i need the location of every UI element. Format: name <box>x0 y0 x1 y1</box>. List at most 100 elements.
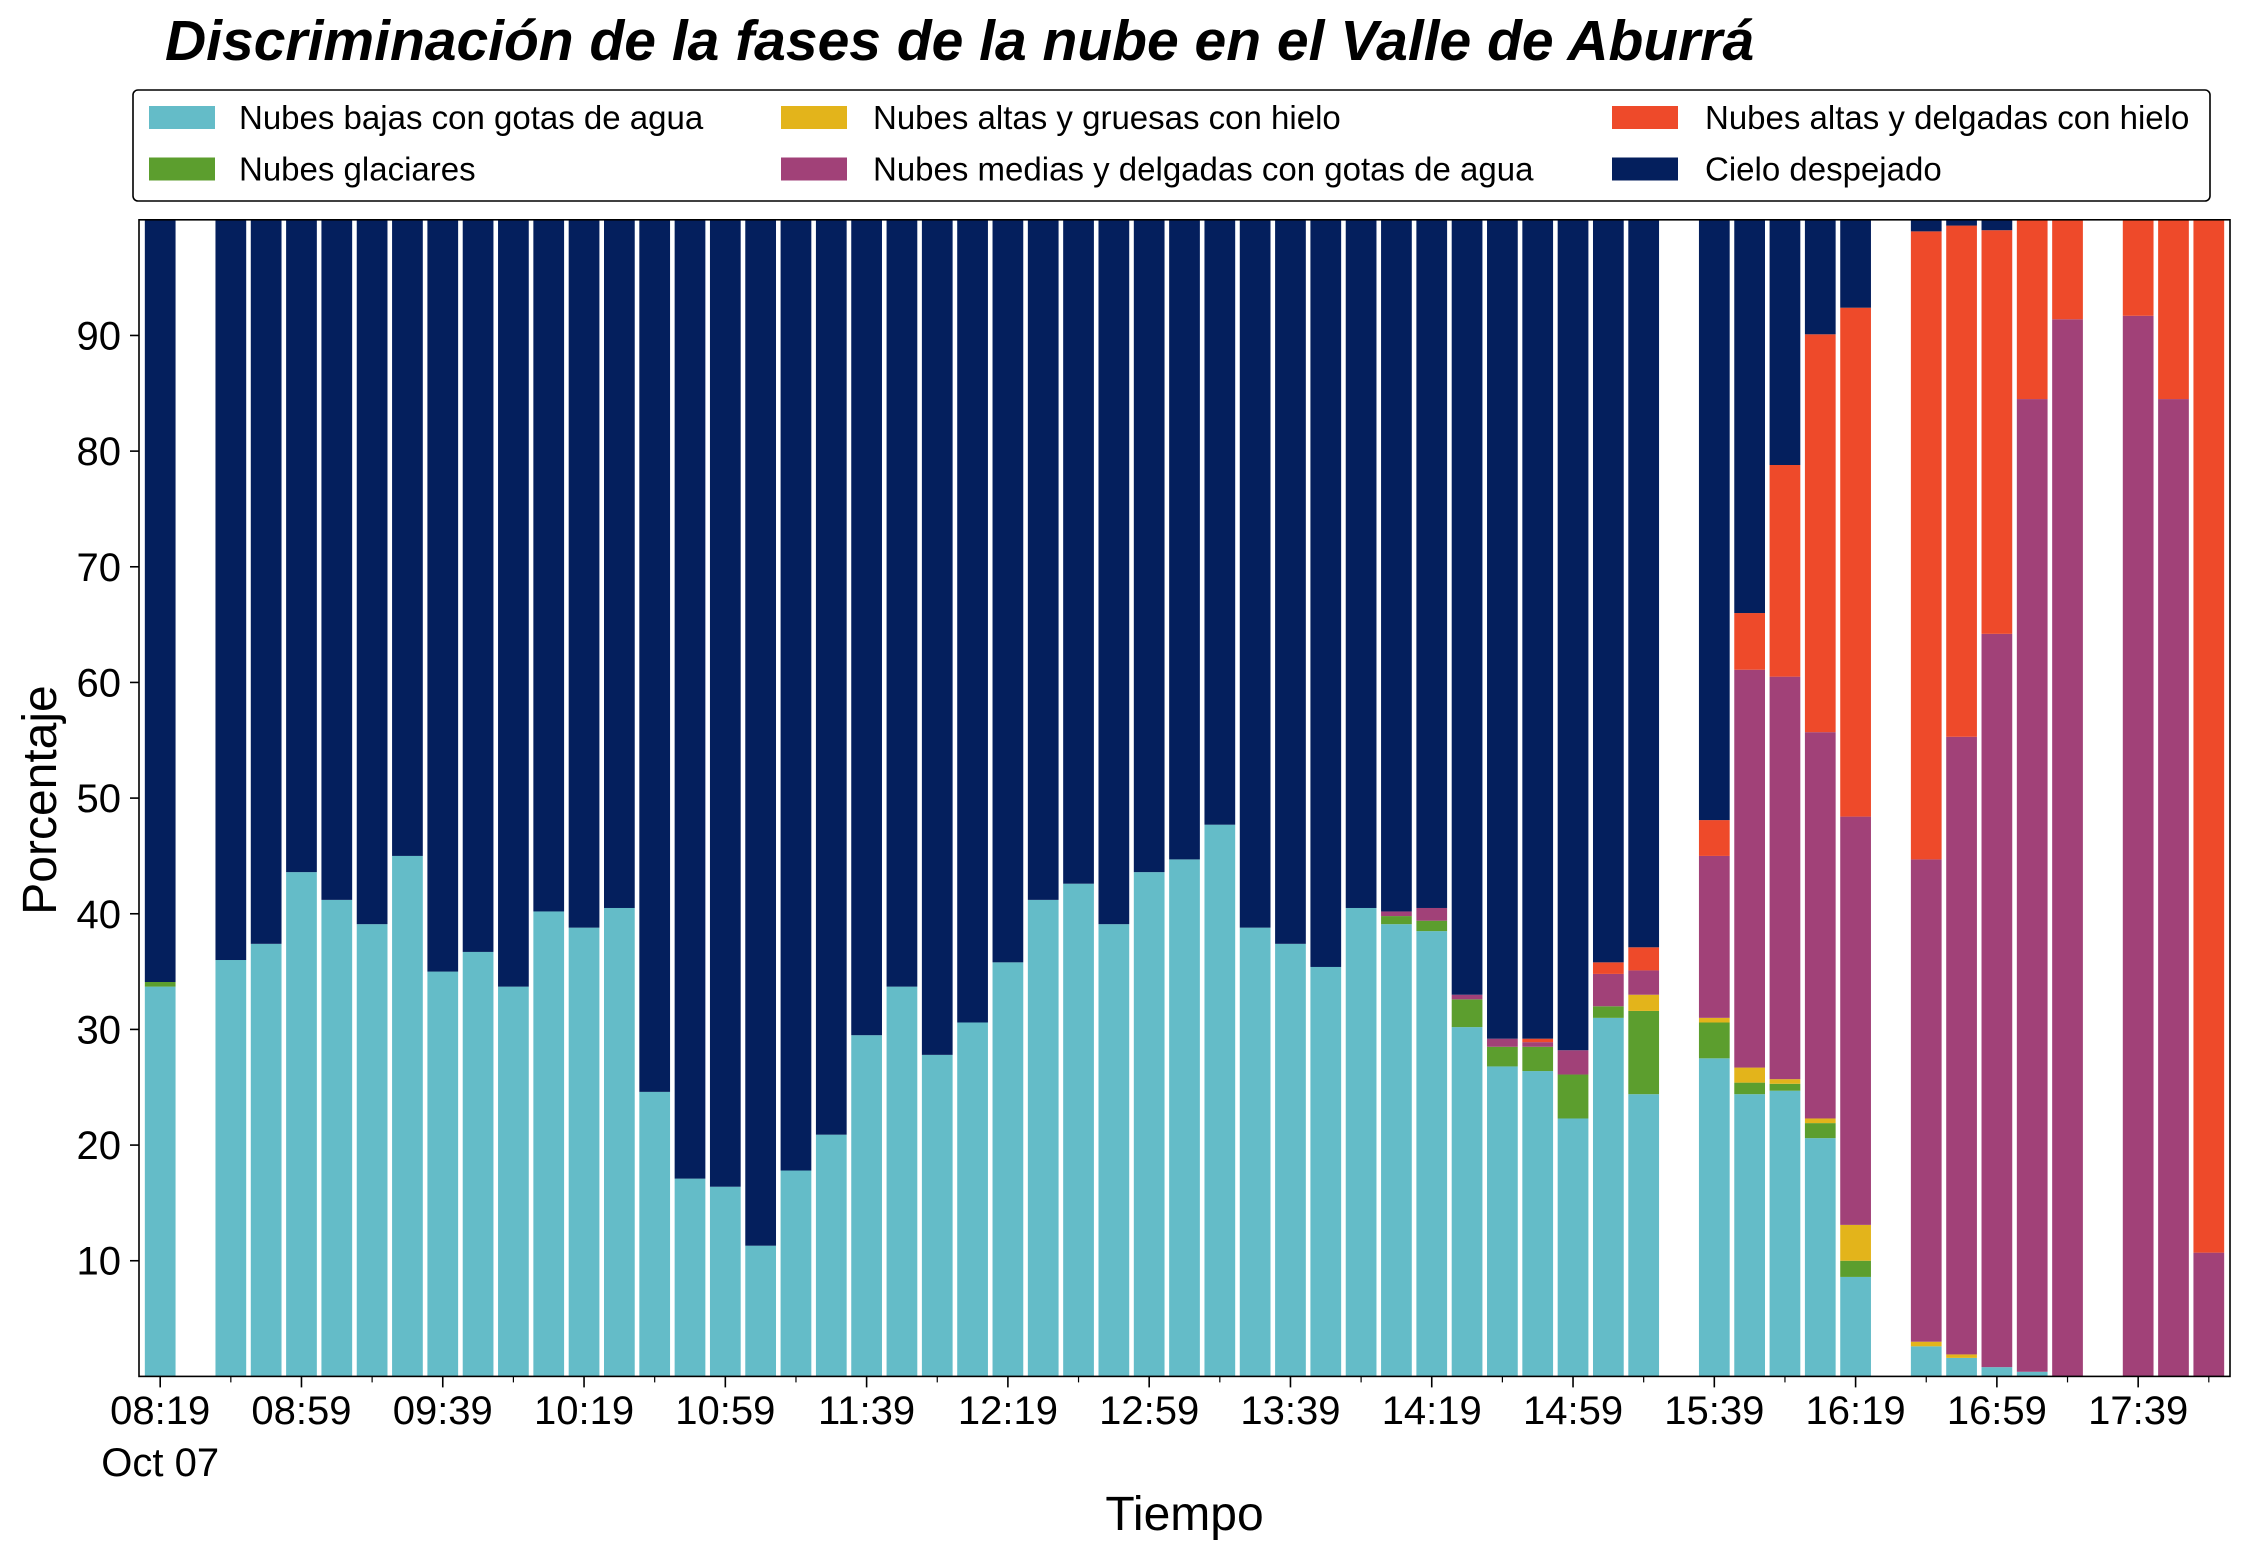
bar-segment-cielo-despejado <box>498 219 529 987</box>
bar-segment-cielo-despejado <box>144 219 176 983</box>
bar-segment-nubes-bajas-con-gotas-de-agua <box>1522 1071 1554 1377</box>
bar-segment-nubes-bajas-con-gotas-de-agua <box>1098 924 1130 1377</box>
bar-segment-nubes-bajas-con-gotas-de-agua <box>604 907 635 1377</box>
bar-stack <box>1063 219 1094 1377</box>
bar-segment-nubes-medias-y-delgadas-con-gotas-de-agua <box>2016 399 2048 1372</box>
bar-stack <box>2158 219 2189 1377</box>
bar-segment-cielo-despejado <box>780 219 812 1171</box>
bar-segment-nubes-bajas-con-gotas-de-agua <box>286 872 317 1377</box>
legend-item-nubes-glaciares: Nubes glaciares <box>149 151 476 188</box>
x-axis: 08:19 08:59 09:39 10:19 10:59 11:39 12:19 12:59… <box>110 1376 2210 1433</box>
bar-segment-cielo-despejado <box>674 219 706 1179</box>
bar-stack <box>709 219 741 1377</box>
bar-segment-nubes-bajas-con-gotas-de-agua <box>1557 1118 1589 1377</box>
y-tick-label: 40 <box>77 893 122 937</box>
bar-stack <box>780 219 812 1377</box>
bar-segment-nubes-bajas-con-gotas-de-agua <box>568 927 600 1377</box>
x-tick-label: 12:19 <box>958 1389 1058 1433</box>
bar-segment-nubes-medias-y-delgadas-con-gotas-de-agua <box>2193 1252 2225 1377</box>
bar-segment-nubes-altas-y-gruesas-con-hielo <box>1769 1079 1801 1084</box>
bar-stack <box>2122 219 2154 1377</box>
bar-stack <box>568 219 600 1377</box>
bar-stack <box>1487 219 1518 1377</box>
bar-segment-nubes-medias-y-delgadas-con-gotas-de-agua <box>1522 1042 1554 1047</box>
legend-frame <box>132 89 2211 202</box>
bar-segment-nubes-altas-y-delgadas-con-hielo <box>1522 1038 1554 1043</box>
bar-segment-nubes-medias-y-delgadas-con-gotas-de-agua <box>1910 859 1942 1342</box>
bar-stack <box>1310 219 1342 1377</box>
bar-segment-nubes-bajas-con-gotas-de-agua <box>1769 1090 1801 1377</box>
bar-segment-nubes-altas-y-delgadas-con-hielo <box>1628 947 1660 971</box>
legend-swatch <box>149 106 215 129</box>
bar-segment-nubes-bajas-con-gotas-de-agua <box>356 924 388 1377</box>
y-tick-label: 70 <box>77 546 122 590</box>
bar-segment-cielo-despejado <box>1910 219 1942 232</box>
bar-segment-cielo-despejado <box>604 219 635 908</box>
bar-stack <box>321 219 353 1377</box>
bar-segment-nubes-bajas-con-gotas-de-agua <box>1946 1357 1977 1377</box>
legend-item-nubes-medias-y-delgadas-con-gotas-de-agua: Nubes medias y delgadas con gotas de agu… <box>781 151 1534 188</box>
bar-segment-nubes-altas-y-gruesas-con-hielo <box>1804 1118 1836 1124</box>
bar-stack <box>1981 219 2013 1377</box>
y-tick-label: 90 <box>77 314 122 358</box>
legend-label: Nubes medias y delgadas con gotas de agu… <box>873 151 1534 188</box>
bar-stack <box>745 219 777 1377</box>
x-tick-label: 12:59 <box>1099 1389 1199 1433</box>
bar-segment-cielo-despejado <box>1522 219 1554 1039</box>
bar-stack <box>427 219 459 1377</box>
bar-segment-nubes-altas-y-delgadas-con-hielo <box>2122 219 2154 316</box>
bar-segment-nubes-bajas-con-gotas-de-agua <box>1169 859 1200 1377</box>
legend-swatch <box>1612 106 1678 129</box>
y-axis: 10 20 30 40 50 60 70 80 90 <box>77 314 139 1284</box>
bar-stack <box>1275 219 1306 1377</box>
bar-segment-nubes-glaciares <box>1381 916 1412 925</box>
legend-swatch <box>149 157 215 181</box>
bar-stack <box>604 219 635 1377</box>
bar-segment-nubes-glaciares <box>1734 1082 1765 1095</box>
bar-stack <box>1381 219 1412 1377</box>
bar-stack <box>1027 219 1059 1377</box>
bar-segment-nubes-medias-y-delgadas-con-gotas-de-agua <box>1804 732 1836 1119</box>
x-tick-label: 15:39 <box>1664 1389 1764 1433</box>
bar-segment-nubes-bajas-con-gotas-de-agua <box>533 911 565 1377</box>
bar-segment-nubes-bajas-con-gotas-de-agua <box>1592 1017 1624 1377</box>
bar-segment-nubes-glaciares <box>1522 1046 1554 1072</box>
bar-segment-nubes-bajas-con-gotas-de-agua <box>992 962 1024 1377</box>
bar-segment-nubes-altas-y-gruesas-con-hielo <box>1628 994 1660 1011</box>
bar-segment-nubes-bajas-con-gotas-de-agua <box>1416 931 1448 1377</box>
bar-segment-nubes-altas-y-delgadas-con-hielo <box>1840 307 1871 817</box>
legend-label: Nubes altas y gruesas con hielo <box>873 99 1341 136</box>
bar-segment-nubes-medias-y-delgadas-con-gotas-de-agua <box>1381 911 1412 917</box>
bar-segment-cielo-despejado <box>1592 219 1624 963</box>
bar-segment-nubes-altas-y-delgadas-con-hielo <box>1946 225 1977 737</box>
bar-stack <box>1557 219 1589 1377</box>
bar-segment-cielo-despejado <box>1769 219 1801 465</box>
legend-item-nubes-altas-y-gruesas-con-hielo: Nubes altas y gruesas con hielo <box>781 99 1341 136</box>
bar-segment-cielo-despejado <box>1804 219 1836 335</box>
bar-segment-cielo-despejado <box>851 219 882 1036</box>
legend-label: Cielo despejado <box>1705 151 1942 188</box>
bar-segment-nubes-medias-y-delgadas-con-gotas-de-agua <box>2052 319 2083 1377</box>
bar-segment-nubes-bajas-con-gotas-de-agua <box>2016 1371 2048 1377</box>
bar-segment-nubes-bajas-con-gotas-de-agua <box>1275 943 1306 1377</box>
bar-segment-nubes-medias-y-delgadas-con-gotas-de-agua <box>1416 907 1448 921</box>
x-tick-label: 11:39 <box>818 1389 915 1433</box>
bar-segment-cielo-despejado <box>462 219 494 952</box>
bar-segment-nubes-glaciares <box>1628 1010 1660 1095</box>
bar-segment-nubes-altas-y-delgadas-con-hielo <box>2052 219 2083 320</box>
bar-segment-cielo-despejado <box>250 219 282 944</box>
bar-segment-nubes-bajas-con-gotas-de-agua <box>1027 899 1059 1377</box>
bar-segment-nubes-glaciares <box>1557 1074 1589 1119</box>
legend-label: Nubes altas y delgadas con hielo <box>1705 99 2189 136</box>
bar-segment-cielo-despejado <box>1381 219 1412 912</box>
y-tick-label: 10 <box>77 1240 122 1284</box>
bar-segment-cielo-despejado <box>992 219 1024 963</box>
bar-segment-nubes-bajas-con-gotas-de-agua <box>462 951 494 1377</box>
x-tick-label: 10:59 <box>675 1389 775 1433</box>
bar-segment-nubes-altas-y-delgadas-con-hielo <box>1981 230 2013 634</box>
bar-stack <box>498 219 529 1377</box>
bar-segment-cielo-despejado <box>356 219 388 925</box>
bar-segment-cielo-despejado <box>1027 219 1059 900</box>
x-tick-label: 08:59 <box>251 1389 351 1433</box>
bar-segment-nubes-altas-y-delgadas-con-hielo <box>1734 613 1765 670</box>
